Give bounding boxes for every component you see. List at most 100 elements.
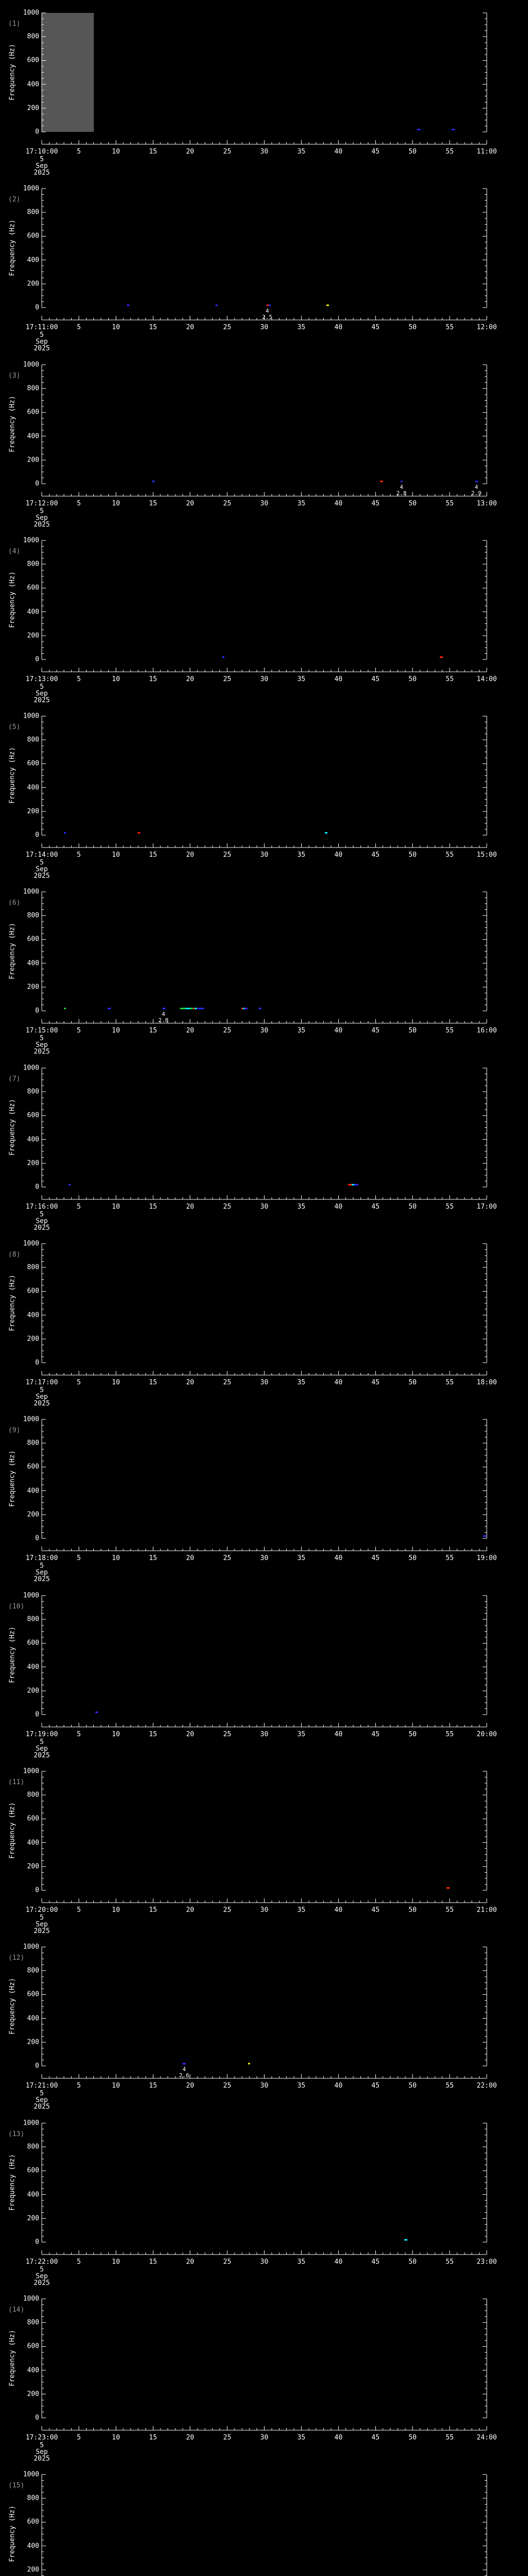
x-tick-label: 45 (371, 2434, 380, 2442)
x-tick-label: 25 (223, 851, 232, 859)
x-tick-label: 25 (223, 2258, 232, 2266)
x-tick-label: 35 (297, 148, 306, 156)
panel-index-label: (10) (8, 1603, 25, 1611)
x-axis-start-time: 17:13:00 (25, 675, 58, 683)
y-tick-label: 200 (27, 807, 39, 816)
x-tick-label: 20 (186, 1906, 194, 1914)
y-tick-label: 1000 (23, 2119, 39, 2127)
date-label: Sep (36, 2273, 48, 2280)
panel-8: (8) Frequency (Hz) 0 200 400 600 800 1000 17:17:… (0, 1231, 528, 1408)
y-tick-label: 200 (27, 1862, 39, 1871)
event-marker (197, 1008, 204, 1009)
event-marker (326, 304, 329, 306)
x-tick-label: 35 (297, 1731, 306, 1738)
event-marker (179, 1008, 185, 1009)
x-tick-label: 35 (297, 2434, 306, 2442)
y-tick-label: 1000 (23, 361, 39, 369)
x-axis-end-time: 11:00 (476, 148, 497, 156)
x-tick-label: 15 (148, 1554, 157, 1562)
y-axis-title: Frequency (Hz) (8, 1802, 16, 1859)
x-tick-label: 10 (112, 324, 120, 331)
date-label: 2025 (34, 697, 50, 704)
x-tick-label: 35 (297, 675, 306, 683)
y-tick-label: 800 (27, 1088, 39, 1096)
date-label: 2025 (34, 345, 50, 352)
y-axis-title: Frequency (Hz) (8, 1978, 16, 2035)
x-tick-label: 25 (223, 500, 232, 507)
y-tick-label: 200 (27, 104, 39, 112)
y-tick-label: 800 (27, 2318, 39, 2327)
date-label: 5 (40, 2266, 44, 2274)
y-tick-label: 200 (27, 2390, 39, 2398)
date-label: 2025 (34, 1575, 50, 1583)
date-label: Sep (36, 866, 48, 873)
y-tick-label: 1000 (23, 2295, 39, 2303)
x-tick-label: 5 (76, 1731, 81, 1738)
x-axis-end-time: 12:00 (476, 324, 497, 331)
x-tick-label: 5 (76, 1027, 81, 1035)
y-tick-label: 200 (27, 983, 39, 991)
event-marker (193, 1008, 195, 1009)
x-axis-start-time: 17:17:00 (25, 1379, 58, 1386)
event-marker (483, 1535, 486, 1537)
x-tick-label: 55 (446, 675, 454, 683)
y-tick-label: 800 (27, 911, 39, 920)
y-tick-label: 1000 (23, 888, 39, 896)
panel-index-label: (7) (8, 1075, 21, 1083)
x-tick-label: 30 (260, 1379, 269, 1386)
x-tick-label: 5 (76, 1554, 81, 1562)
event-marker (244, 1008, 248, 1009)
x-tick-label: 5 (76, 1203, 81, 1211)
axes-svg (41, 1946, 487, 2079)
x-tick-label: 25 (223, 2082, 232, 2090)
event-marker (215, 304, 218, 306)
date-label: 2025 (34, 1927, 50, 1935)
x-tick-label: 40 (334, 1379, 343, 1386)
panel-6: (6) Frequency (Hz) 0 200 400 600 800 1000 17:15:… (0, 879, 528, 1056)
y-tick-label: 1000 (23, 712, 39, 720)
event-annotation-bottom: 2.5 (262, 314, 273, 320)
date-label: 5 (40, 859, 44, 867)
x-tick-label: 30 (260, 1731, 269, 1738)
panel-index-label: (3) (8, 372, 21, 380)
y-axis-title: Frequency (Hz) (8, 571, 16, 628)
x-tick-label: 30 (260, 148, 269, 156)
x-axis-end-time: 14:00 (476, 675, 497, 683)
x-tick-label: 55 (446, 1554, 454, 1562)
date-label: 5 (40, 1914, 44, 1922)
event-marker (190, 1008, 193, 1009)
y-tick-label: 400 (27, 959, 39, 968)
x-tick-label: 45 (371, 675, 380, 683)
axes-svg (41, 1595, 487, 1727)
x-tick-label: 10 (112, 1379, 120, 1386)
y-axis-title: Frequency (Hz) (8, 2330, 16, 2386)
axes-svg (41, 1771, 487, 1903)
x-tick-label: 10 (112, 148, 120, 156)
y-tick-label: 800 (27, 1615, 39, 1623)
x-axis-start-time: 17:22:00 (25, 2258, 58, 2266)
x-tick-label: 10 (112, 851, 120, 859)
x-tick-label: 40 (334, 1027, 343, 1035)
x-tick-label: 15 (148, 2434, 157, 2442)
date-label: 5 (40, 2090, 44, 2097)
event-annotation-top: 4 (265, 308, 269, 314)
date-label: Sep (36, 1217, 48, 1225)
x-axis-end-time: 17:00 (476, 1203, 497, 1211)
y-tick-label: 0 (35, 480, 39, 488)
x-tick-label: 25 (223, 675, 232, 683)
y-tick-label: 400 (27, 256, 39, 264)
y-tick-label: 1000 (23, 1943, 39, 1951)
x-tick-label: 15 (148, 2082, 157, 2090)
y-tick-label: 400 (27, 608, 39, 616)
y-tick-label: 600 (27, 2166, 39, 2175)
x-tick-label: 5 (76, 2082, 81, 2090)
x-tick-label: 55 (446, 2082, 454, 2090)
panel-index-label: (15) (8, 2482, 25, 2489)
x-axis-start-time: 17:21:00 (25, 2082, 58, 2090)
x-tick-label: 5 (76, 148, 81, 156)
x-tick-label: 50 (408, 1906, 417, 1914)
y-tick-label: 0 (35, 2062, 39, 2070)
x-tick-label: 55 (446, 1203, 454, 1211)
y-tick-label: 1000 (23, 1767, 39, 1775)
y-tick-label: 800 (27, 1439, 39, 1447)
